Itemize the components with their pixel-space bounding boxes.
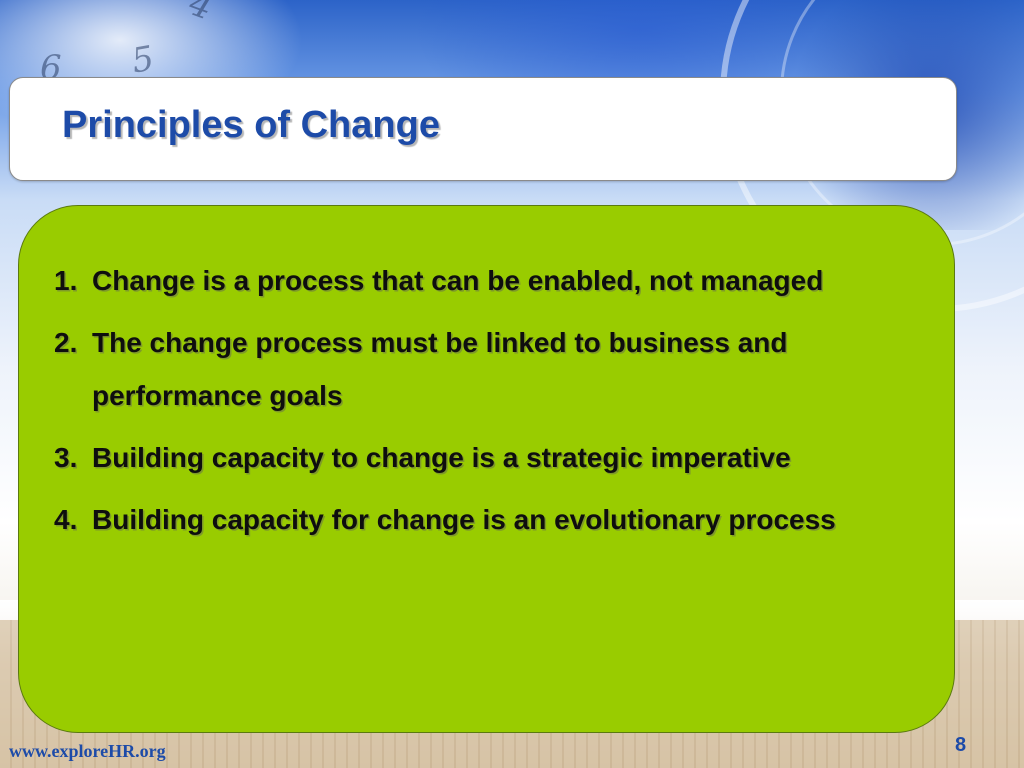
page-number: 8 [955, 734, 967, 756]
principle-text: Building capacity to change is a strateg… [92, 442, 791, 473]
principle-number: 1. [54, 265, 78, 296]
principle-item: 3. Building capacity to change is a stra… [54, 431, 884, 484]
principle-text: Change is a process that can be enabled,… [92, 265, 824, 296]
content-box: 1. Change is a process that can be enabl… [18, 205, 955, 733]
principle-item: 1. Change is a process that can be enabl… [54, 254, 884, 307]
principle-item: 4. Building capacity for change is an ev… [54, 493, 884, 546]
title-box: Principles of Change [9, 77, 957, 181]
principle-number: 3. [54, 442, 78, 473]
principle-number: 2. [54, 327, 78, 358]
principle-text: The change process must be linked to bus… [92, 327, 788, 411]
principle-item: 2. The change process must be linked to … [54, 316, 884, 422]
principle-number: 4. [54, 504, 78, 535]
slide-title: Principles of Change [62, 104, 440, 146]
footer-website-link[interactable]: www.exploreHR.org [9, 741, 166, 761]
principles-list: 1. Change is a process that can be enabl… [54, 254, 884, 555]
principle-text: Building capacity for change is an evolu… [92, 504, 836, 535]
